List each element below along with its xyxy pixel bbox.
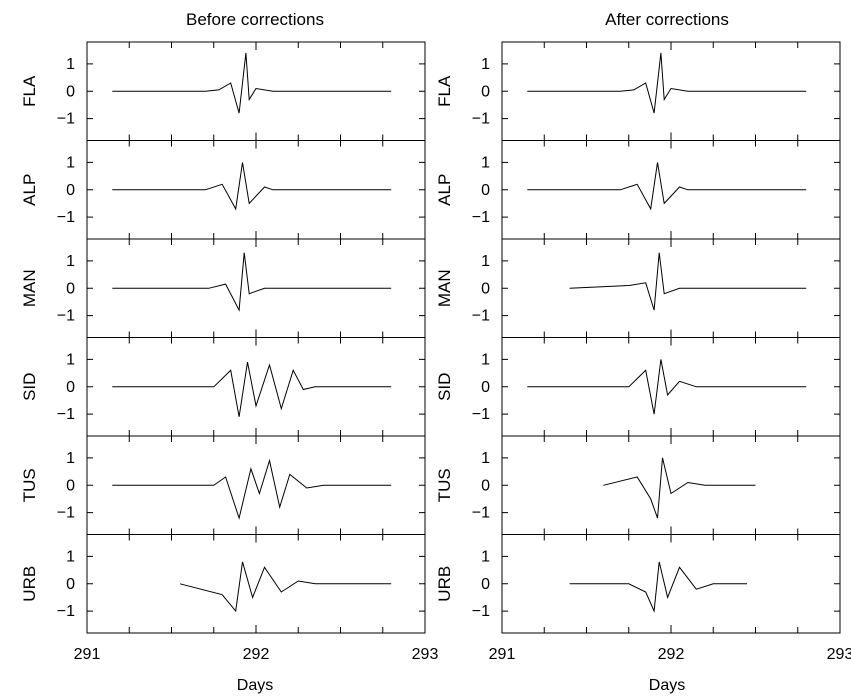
y-tick-label: 0 xyxy=(481,182,490,199)
y-tick-label: 1 xyxy=(481,450,490,467)
station-label: SID xyxy=(435,373,454,401)
waveform-trace xyxy=(569,252,807,311)
waveform-trace xyxy=(569,561,747,614)
waveform-trace xyxy=(112,162,392,211)
station-row: 1 0 −1 ALP xyxy=(20,140,426,240)
y-tick-label: 1 xyxy=(66,548,75,565)
x-tick-label: 293 xyxy=(412,646,439,663)
station-row: 1 0 −1 SID xyxy=(20,337,426,437)
y-tick-label: −1 xyxy=(472,505,490,522)
y-tick-label: −1 xyxy=(57,308,75,325)
station-label: TUS xyxy=(435,468,454,502)
station-row: 1 0 −1 FLA xyxy=(20,41,426,141)
y-tick-label: −1 xyxy=(472,111,490,128)
y-tick-label: 1 xyxy=(481,56,490,73)
y-tick-label: 0 xyxy=(66,477,75,494)
panel-before-corrections: Before corrections Days 1 0 −1 FLA 1 0 −1 ALP 1 0… xyxy=(20,10,438,694)
x-tick-label: 292 xyxy=(658,646,685,663)
station-row: 1 0 −1 FLA xyxy=(435,41,841,141)
station-row: 1 0 −1 MAN xyxy=(435,238,841,338)
y-tick-label: −1 xyxy=(472,209,490,226)
y-tick-label: 1 xyxy=(66,154,75,171)
panel-after-corrections: After corrections Days 1 0 −1 FLA 1 0 −1 ALP 1 0 −… xyxy=(435,10,851,694)
x-tick-label: 292 xyxy=(243,646,270,663)
station-label: ALP xyxy=(20,174,39,206)
y-tick-label: −1 xyxy=(57,406,75,423)
y-tick-label: 0 xyxy=(481,83,490,100)
y-tick-label: −1 xyxy=(472,308,490,325)
y-tick-label: 1 xyxy=(66,56,75,73)
y-tick-label: 1 xyxy=(481,351,490,368)
x-tick-label: 293 xyxy=(827,646,851,663)
y-tick-label: 0 xyxy=(481,477,490,494)
y-tick-label: 1 xyxy=(66,253,75,270)
station-label: URB xyxy=(435,566,454,602)
y-tick-label: 0 xyxy=(66,182,75,199)
station-label: MAN xyxy=(435,269,454,307)
station-label: SID xyxy=(20,373,39,401)
y-tick-label: 1 xyxy=(481,253,490,270)
panel-title: After corrections xyxy=(605,10,729,29)
y-tick-label: −1 xyxy=(472,406,490,423)
waveform-trace xyxy=(527,52,807,114)
x-tick-label: 291 xyxy=(489,646,516,663)
waveform-trace xyxy=(112,458,392,520)
station-label: FLA xyxy=(435,75,454,107)
y-tick-label: 0 xyxy=(481,576,490,593)
y-tick-label: 0 xyxy=(66,280,75,297)
y-tick-label: −1 xyxy=(57,209,75,226)
y-tick-label: −1 xyxy=(57,603,75,620)
station-row: 1 0 −1 TUS xyxy=(20,435,426,535)
y-tick-label: 0 xyxy=(66,576,75,593)
waveform-trace xyxy=(603,457,756,519)
station-row: 1 0 −1 URB xyxy=(435,534,841,634)
y-tick-label: −1 xyxy=(57,505,75,522)
panel-title: Before corrections xyxy=(186,10,324,29)
station-frame xyxy=(501,534,841,634)
y-tick-label: 0 xyxy=(481,280,490,297)
station-frame xyxy=(501,435,841,535)
station-label: URB xyxy=(20,566,39,602)
waveform-trace xyxy=(112,362,392,417)
x-tick-label: 291 xyxy=(74,646,101,663)
y-tick-label: 0 xyxy=(481,379,490,396)
station-row: 1 0 −1 URB xyxy=(20,534,426,634)
station-row: 1 0 −1 MAN xyxy=(20,238,426,338)
station-row: 1 0 −1 TUS xyxy=(435,435,841,535)
station-row: 1 0 −1 SID xyxy=(435,337,841,437)
y-tick-label: 1 xyxy=(66,450,75,467)
y-tick-label: 0 xyxy=(66,379,75,396)
station-label: FLA xyxy=(20,75,39,107)
y-tick-label: 1 xyxy=(481,154,490,171)
waveform-trace xyxy=(112,52,392,114)
y-tick-label: 1 xyxy=(481,548,490,565)
waveform-trace xyxy=(527,162,807,211)
station-label: ALP xyxy=(435,174,454,206)
y-tick-label: 1 xyxy=(66,351,75,368)
y-tick-label: −1 xyxy=(472,603,490,620)
x-axis-label: Days xyxy=(649,677,685,694)
waveform-trace xyxy=(527,359,807,415)
x-axis-label: Days xyxy=(237,677,273,694)
station-label: MAN xyxy=(20,269,39,307)
y-tick-label: 0 xyxy=(66,83,75,100)
station-row: 1 0 −1 ALP xyxy=(435,140,841,240)
station-label: TUS xyxy=(20,468,39,502)
waveform-trace xyxy=(112,252,392,312)
y-tick-label: −1 xyxy=(57,111,75,128)
waveform-trace xyxy=(179,561,392,613)
